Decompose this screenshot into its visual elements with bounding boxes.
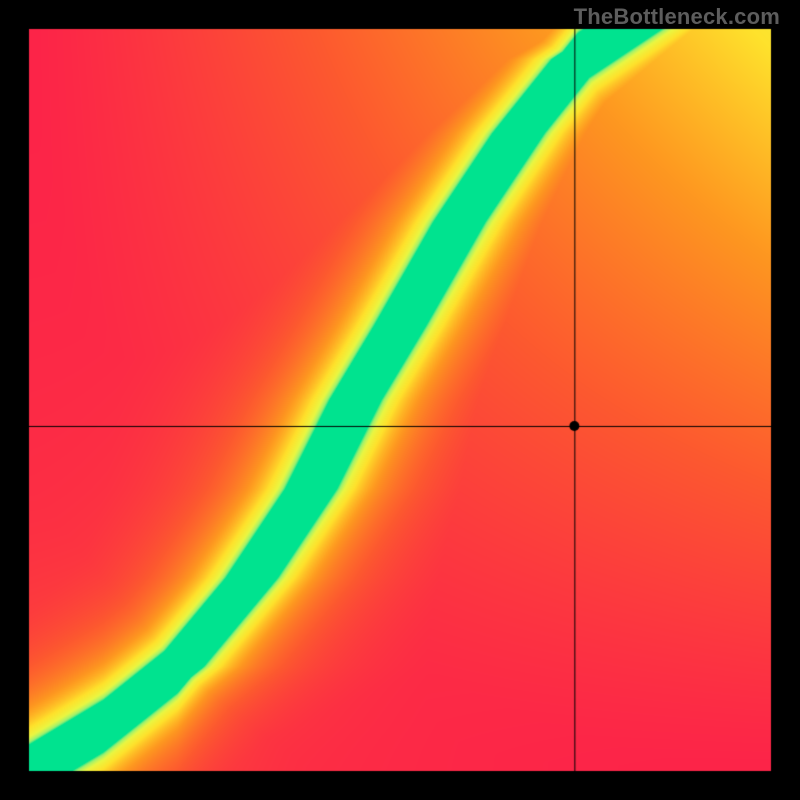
watermark-text: TheBottleneck.com [574,4,780,30]
chart-stage: TheBottleneck.com [0,0,800,800]
heatmap-canvas [0,0,800,800]
